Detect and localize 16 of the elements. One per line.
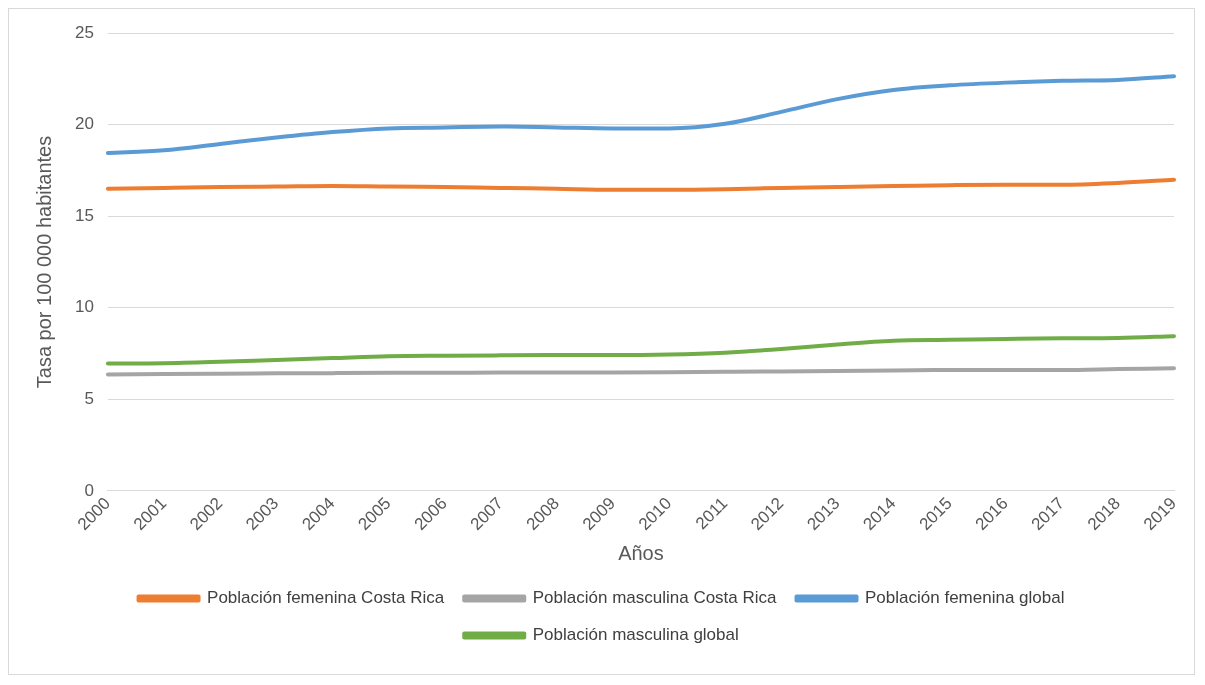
line-series [105,177,1176,192]
legend-label: Población femenina Costa Rica [207,588,445,608]
y-axis-title: Tasa por 100 000 habitantes [32,135,55,389]
y-tick-label: 15 [74,205,94,225]
line-series [105,366,1176,377]
line-series [105,74,1176,155]
x-axis-title: Años [618,541,664,564]
y-tick-label: 20 [74,114,94,134]
legend-label: Población masculina Costa Rica [532,588,778,608]
y-tick-label: 25 [74,22,94,42]
legend-label: Población masculina global [532,625,739,645]
y-tick-label: 5 [84,388,94,408]
y-tick-label: 10 [74,297,94,317]
legend-label: Población femenina global [865,588,1065,608]
y-tick-label: 0 [84,480,94,500]
line-series [105,334,1176,366]
